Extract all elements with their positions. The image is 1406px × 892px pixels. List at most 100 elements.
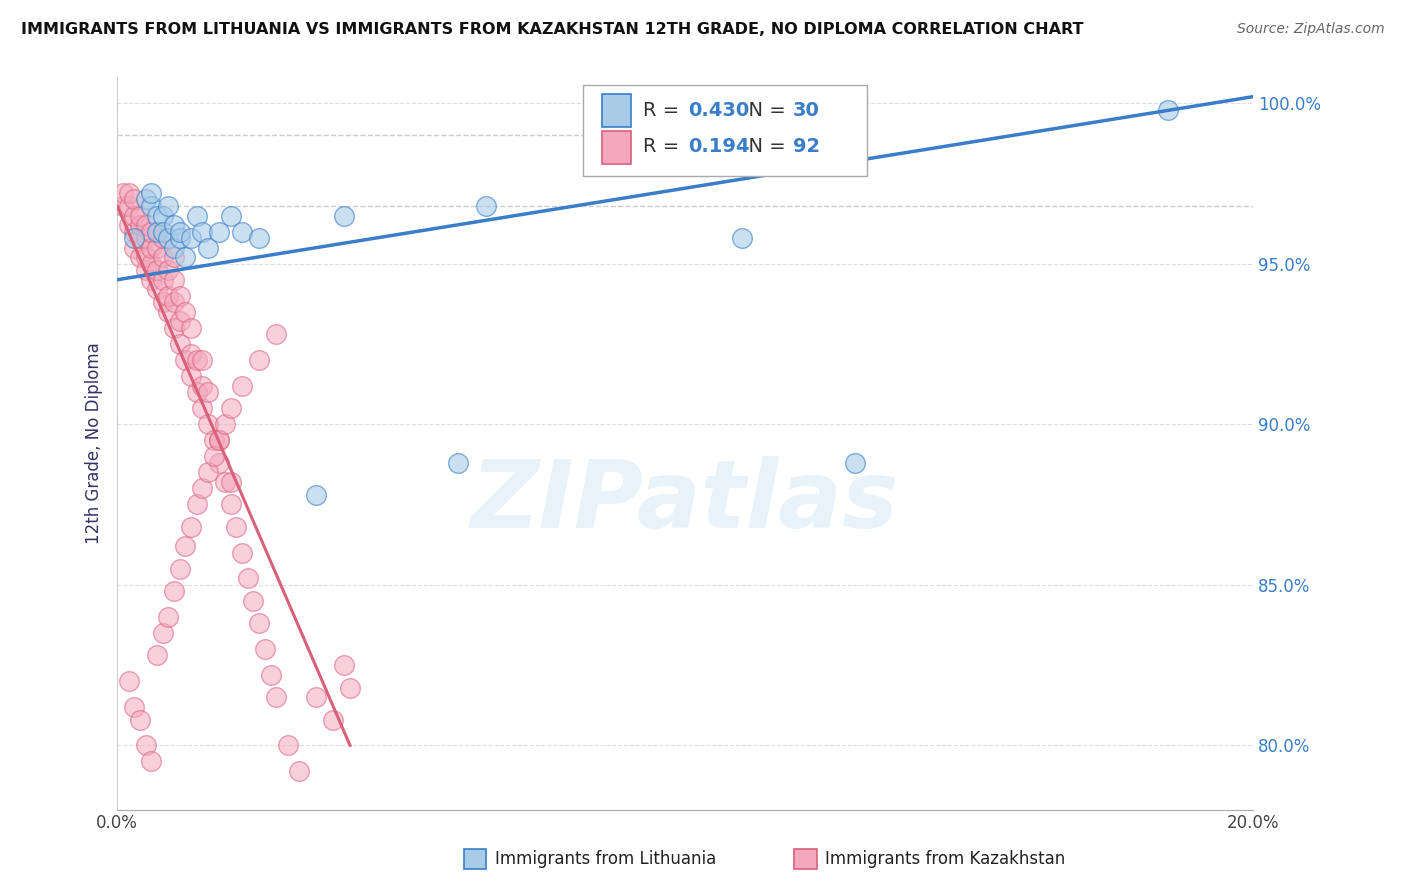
Text: 92: 92 [793, 137, 820, 156]
Point [475, 199, 498, 213]
Point [117, 199, 139, 213]
Point [141, 225, 163, 239]
Point [236, 571, 259, 585]
Point [146, 282, 169, 296]
Point [202, 450, 225, 464]
Text: IMMIGRANTS FROM LITHUANIA VS IMMIGRANTS FROM KAZAKHSTAN 12TH GRADE, NO DIPLOMA C: IMMIGRANTS FROM LITHUANIA VS IMMIGRANTS … [21, 22, 1084, 37]
Point [122, 699, 145, 714]
Point [231, 225, 253, 239]
Point [180, 369, 202, 384]
Point [174, 305, 197, 319]
Point [152, 225, 174, 239]
Point [163, 295, 186, 310]
Point [163, 273, 186, 287]
Point [163, 218, 186, 232]
Point [117, 218, 139, 232]
Point [129, 713, 152, 727]
Point [146, 241, 169, 255]
Point [333, 209, 356, 223]
Point [169, 289, 191, 303]
Point [146, 225, 169, 239]
Point [305, 488, 328, 502]
Point [122, 231, 145, 245]
Point [259, 667, 281, 681]
Point [339, 681, 361, 695]
Point [129, 218, 152, 232]
Point [163, 250, 186, 264]
Point [152, 250, 174, 264]
Point [157, 610, 180, 624]
Point [163, 241, 186, 255]
Point [277, 739, 299, 753]
Text: Immigrants from Kazakhstan: Immigrants from Kazakhstan [825, 850, 1066, 868]
Point [141, 199, 163, 213]
Point [191, 378, 214, 392]
Point [247, 616, 270, 631]
Point [169, 231, 191, 245]
Point [180, 346, 202, 360]
Point [264, 327, 287, 342]
Point [174, 353, 197, 368]
Point [122, 209, 145, 223]
Point [141, 186, 163, 200]
Point [180, 231, 202, 245]
Point [174, 539, 197, 553]
Text: 0.430: 0.430 [689, 101, 749, 120]
Point [152, 273, 174, 287]
Point [191, 401, 214, 416]
Text: N =: N = [737, 137, 792, 156]
Point [169, 314, 191, 328]
Text: Source: ZipAtlas.com: Source: ZipAtlas.com [1237, 22, 1385, 37]
FancyBboxPatch shape [583, 85, 866, 177]
Point [253, 642, 276, 657]
Point [447, 456, 470, 470]
Point [152, 626, 174, 640]
Text: N =: N = [737, 101, 792, 120]
Point [322, 713, 344, 727]
FancyBboxPatch shape [602, 131, 630, 164]
Point [197, 466, 219, 480]
Point [208, 434, 231, 448]
Point [191, 353, 214, 368]
Text: R =: R = [643, 137, 686, 156]
Point [214, 417, 236, 432]
Text: R =: R = [643, 101, 686, 120]
Point [197, 241, 219, 255]
Point [731, 231, 754, 245]
Point [135, 739, 157, 753]
Point [157, 263, 180, 277]
Y-axis label: 12th Grade, No Diploma: 12th Grade, No Diploma [86, 343, 103, 544]
Point [163, 584, 186, 599]
Point [219, 475, 242, 489]
Point [197, 417, 219, 432]
Point [157, 305, 180, 319]
Point [844, 456, 866, 470]
Point [122, 241, 145, 255]
Point [264, 690, 287, 705]
Point [135, 231, 157, 245]
Point [186, 209, 208, 223]
Point [219, 498, 242, 512]
Point [141, 257, 163, 271]
Point [157, 231, 180, 245]
Point [225, 520, 247, 534]
Point [191, 225, 214, 239]
FancyBboxPatch shape [602, 95, 630, 128]
Point [219, 401, 242, 416]
Point [135, 263, 157, 277]
Point [169, 225, 191, 239]
Point [169, 562, 191, 576]
Point [186, 353, 208, 368]
Point [242, 594, 264, 608]
Point [152, 209, 174, 223]
Point [157, 289, 180, 303]
Text: 30: 30 [793, 101, 820, 120]
Point [157, 199, 180, 213]
Point [231, 378, 253, 392]
Point [111, 186, 134, 200]
Text: 0.194: 0.194 [689, 137, 749, 156]
Point [163, 321, 186, 335]
Point [141, 755, 163, 769]
Point [129, 209, 152, 223]
Point [135, 193, 157, 207]
